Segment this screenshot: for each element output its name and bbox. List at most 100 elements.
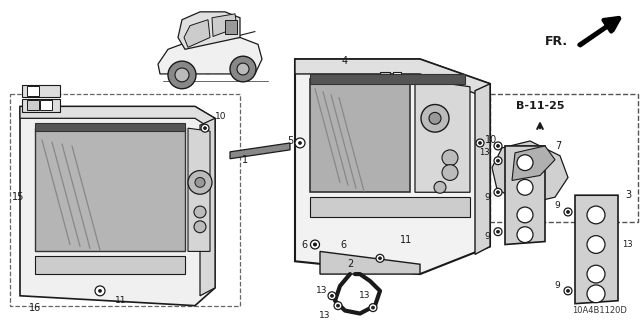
Polygon shape [320,252,420,274]
Circle shape [337,304,339,307]
Polygon shape [188,128,210,252]
Circle shape [517,155,533,171]
Bar [380,72,390,84]
Polygon shape [200,118,215,296]
Bar [310,74,465,84]
Text: 13: 13 [479,148,490,157]
Text: B-11-25: B-11-25 [516,101,564,111]
Text: 13: 13 [316,286,327,295]
Circle shape [95,286,105,296]
Circle shape [497,144,499,148]
Circle shape [494,228,502,236]
Circle shape [188,171,212,194]
Bar [490,94,638,222]
Text: 9: 9 [484,232,490,241]
Text: 11: 11 [400,235,412,244]
Polygon shape [310,79,410,192]
Text: 10A4B1120D: 10A4B1120D [573,306,627,315]
Circle shape [517,227,533,243]
Circle shape [587,265,605,283]
Polygon shape [295,59,490,99]
Polygon shape [35,128,185,252]
Circle shape [497,191,499,194]
Polygon shape [158,37,262,74]
Bar [27,86,39,96]
Text: 9: 9 [554,201,560,210]
Polygon shape [505,146,545,244]
Circle shape [195,178,205,187]
Circle shape [497,159,499,162]
Circle shape [494,157,502,165]
Text: 5: 5 [287,136,293,146]
Polygon shape [415,79,470,192]
Text: 6: 6 [301,239,307,250]
Text: 7: 7 [555,141,561,151]
Text: 2: 2 [347,259,353,269]
Circle shape [314,243,317,246]
Circle shape [310,240,319,249]
Polygon shape [230,143,290,159]
Circle shape [587,236,605,253]
Circle shape [564,287,572,295]
Circle shape [564,208,572,216]
Circle shape [237,63,249,75]
Circle shape [334,302,342,309]
Text: 4: 4 [342,56,348,66]
Circle shape [201,124,209,132]
Circle shape [194,221,206,233]
Text: 3: 3 [625,190,631,200]
Text: 13: 13 [358,291,370,300]
Text: 10: 10 [215,112,227,121]
Circle shape [517,180,533,195]
Polygon shape [492,141,568,204]
Bar [393,72,401,84]
Circle shape [429,112,441,124]
Circle shape [421,105,449,132]
Circle shape [517,207,533,223]
Circle shape [230,56,256,82]
Circle shape [371,306,374,309]
Bar [225,20,237,34]
Polygon shape [184,20,210,47]
Circle shape [99,289,102,292]
Text: 1: 1 [242,155,248,165]
Polygon shape [178,12,240,49]
Text: 9: 9 [554,281,560,291]
Bar [40,100,52,110]
Circle shape [479,141,481,144]
Circle shape [476,139,484,147]
Bar [375,69,403,87]
Circle shape [494,142,502,150]
Bar [10,94,240,306]
Polygon shape [20,107,215,131]
Circle shape [497,230,499,233]
Circle shape [314,243,317,246]
Polygon shape [475,84,490,254]
Circle shape [566,289,570,292]
Text: 13: 13 [319,311,331,320]
Bar [35,123,185,131]
Polygon shape [20,107,215,306]
Text: 10: 10 [485,135,497,145]
Circle shape [330,294,333,297]
Polygon shape [212,14,237,36]
Bar [27,100,39,110]
Text: 9: 9 [484,193,490,202]
Circle shape [194,206,206,218]
Text: 13: 13 [622,240,632,249]
Text: FR.: FR. [545,35,568,48]
Polygon shape [575,195,618,304]
Polygon shape [512,146,555,180]
Circle shape [168,61,196,89]
Polygon shape [310,197,470,217]
Text: 15: 15 [12,192,24,202]
Circle shape [311,241,319,248]
Circle shape [442,165,458,180]
Circle shape [566,211,570,213]
Polygon shape [295,59,490,274]
Circle shape [434,181,446,193]
Circle shape [369,304,377,312]
Bar [22,85,60,97]
Bar [22,99,60,112]
Circle shape [376,254,384,262]
